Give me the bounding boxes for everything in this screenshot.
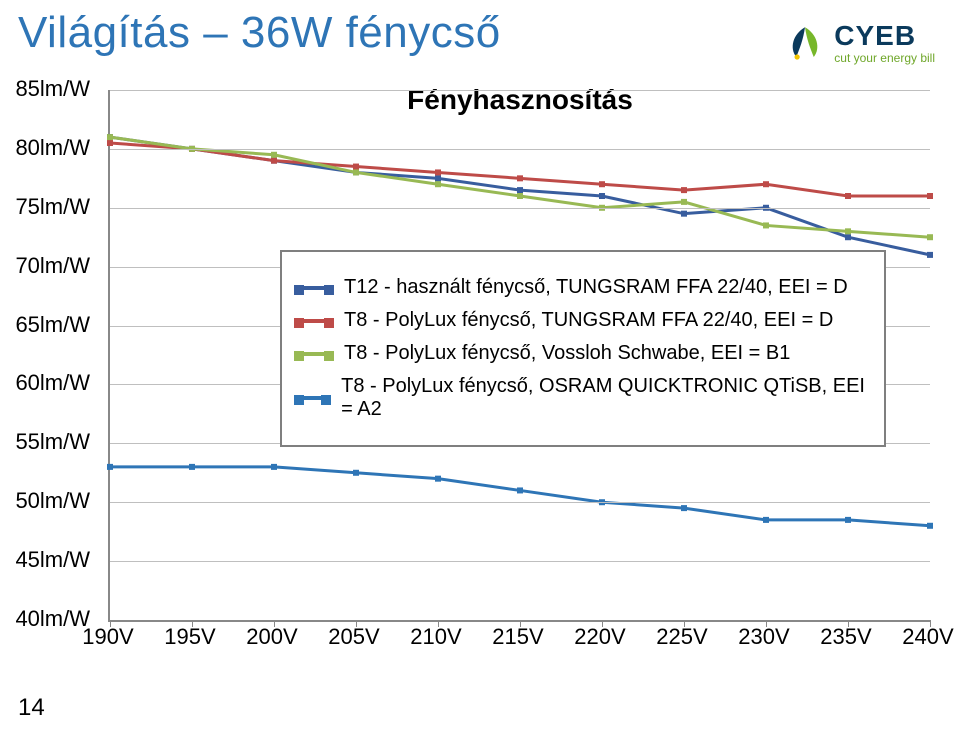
data-marker	[763, 517, 769, 523]
brand-logo: CYEB cut your energy bill	[784, 22, 935, 64]
data-marker	[517, 193, 523, 199]
data-marker	[271, 158, 277, 164]
legend-label: T8 - PolyLux fénycső, TUNGSRAM FFA 22/40…	[344, 309, 833, 332]
y-axis-label: 70lm/W	[12, 253, 90, 279]
data-marker	[927, 234, 933, 240]
data-marker	[107, 464, 113, 470]
data-marker	[353, 164, 359, 170]
gridline	[110, 90, 930, 91]
y-axis-label: 65lm/W	[12, 312, 90, 338]
x-axis-label: 200V	[246, 624, 297, 650]
x-axis-label: 220V	[574, 624, 625, 650]
data-marker	[845, 517, 851, 523]
gridline	[110, 208, 930, 209]
leaf-icon	[784, 22, 826, 64]
data-marker	[353, 470, 359, 476]
data-marker	[599, 193, 605, 199]
legend-label: T8 - PolyLux fénycső, Vossloh Schwabe, E…	[344, 342, 790, 365]
x-axis-label: 235V	[820, 624, 871, 650]
data-marker	[681, 505, 687, 511]
x-axis-label: 230V	[738, 624, 789, 650]
y-axis-label: 85lm/W	[12, 76, 90, 102]
series-line	[110, 467, 930, 526]
y-axis-label: 50lm/W	[12, 488, 90, 514]
data-marker	[353, 169, 359, 175]
x-axis-label: 215V	[492, 624, 543, 650]
legend-swatch	[296, 286, 332, 290]
logo-brand: CYEB	[834, 22, 935, 50]
data-marker	[681, 187, 687, 193]
data-marker	[435, 476, 441, 482]
legend-swatch	[296, 352, 332, 356]
x-axis-label: 240V	[902, 624, 953, 650]
x-axis-label: 225V	[656, 624, 707, 650]
efficacy-chart: Fényhasznosítás T12 - használt fénycső, …	[12, 90, 942, 660]
y-axis-label: 75lm/W	[12, 194, 90, 220]
logo-tagline: cut your energy bill	[834, 52, 935, 64]
data-marker	[681, 211, 687, 217]
data-marker	[763, 181, 769, 187]
data-marker	[435, 175, 441, 181]
legend-item: T12 - használt fénycső, TUNGSRAM FFA 22/…	[296, 276, 866, 299]
legend-item: T8 - PolyLux fénycső, OSRAM QUICKTRONIC …	[296, 375, 866, 421]
page-title: Világítás – 36W fénycső	[18, 8, 501, 58]
data-marker	[107, 134, 113, 140]
data-marker	[517, 487, 523, 493]
legend-swatch	[296, 396, 329, 400]
data-marker	[927, 523, 933, 529]
legend-swatch	[296, 319, 332, 323]
x-axis-label: 190V	[82, 624, 133, 650]
data-marker	[681, 199, 687, 205]
legend-item: T8 - PolyLux fénycső, Vossloh Schwabe, E…	[296, 342, 866, 365]
data-marker	[927, 193, 933, 199]
gridline	[110, 502, 930, 503]
data-marker	[845, 193, 851, 199]
data-marker	[107, 140, 113, 146]
data-marker	[271, 152, 277, 158]
x-axis-label: 195V	[164, 624, 215, 650]
y-axis-label: 55lm/W	[12, 429, 90, 455]
legend-label: T12 - használt fénycső, TUNGSRAM FFA 22/…	[344, 276, 848, 299]
plot-area: Fényhasznosítás T12 - használt fénycső, …	[108, 90, 930, 622]
x-axis-label: 205V	[328, 624, 379, 650]
data-marker	[517, 187, 523, 193]
y-axis-label: 40lm/W	[12, 606, 90, 632]
data-marker	[599, 181, 605, 187]
gridline	[110, 561, 930, 562]
data-marker	[435, 181, 441, 187]
data-marker	[189, 464, 195, 470]
data-marker	[845, 234, 851, 240]
y-axis-label: 60lm/W	[12, 370, 90, 396]
x-axis-label: 210V	[410, 624, 461, 650]
data-marker	[845, 228, 851, 234]
chart-legend: T12 - használt fénycső, TUNGSRAM FFA 22/…	[280, 250, 886, 447]
y-axis-label: 45lm/W	[12, 547, 90, 573]
gridline	[110, 149, 930, 150]
legend-item: T8 - PolyLux fénycső, TUNGSRAM FFA 22/40…	[296, 309, 866, 332]
data-marker	[435, 169, 441, 175]
legend-label: T8 - PolyLux fénycső, OSRAM QUICKTRONIC …	[341, 375, 866, 421]
data-marker	[763, 222, 769, 228]
data-marker	[517, 175, 523, 181]
page-number: 14	[18, 694, 45, 722]
data-marker	[927, 252, 933, 258]
data-marker	[271, 464, 277, 470]
y-axis-label: 80lm/W	[12, 135, 90, 161]
